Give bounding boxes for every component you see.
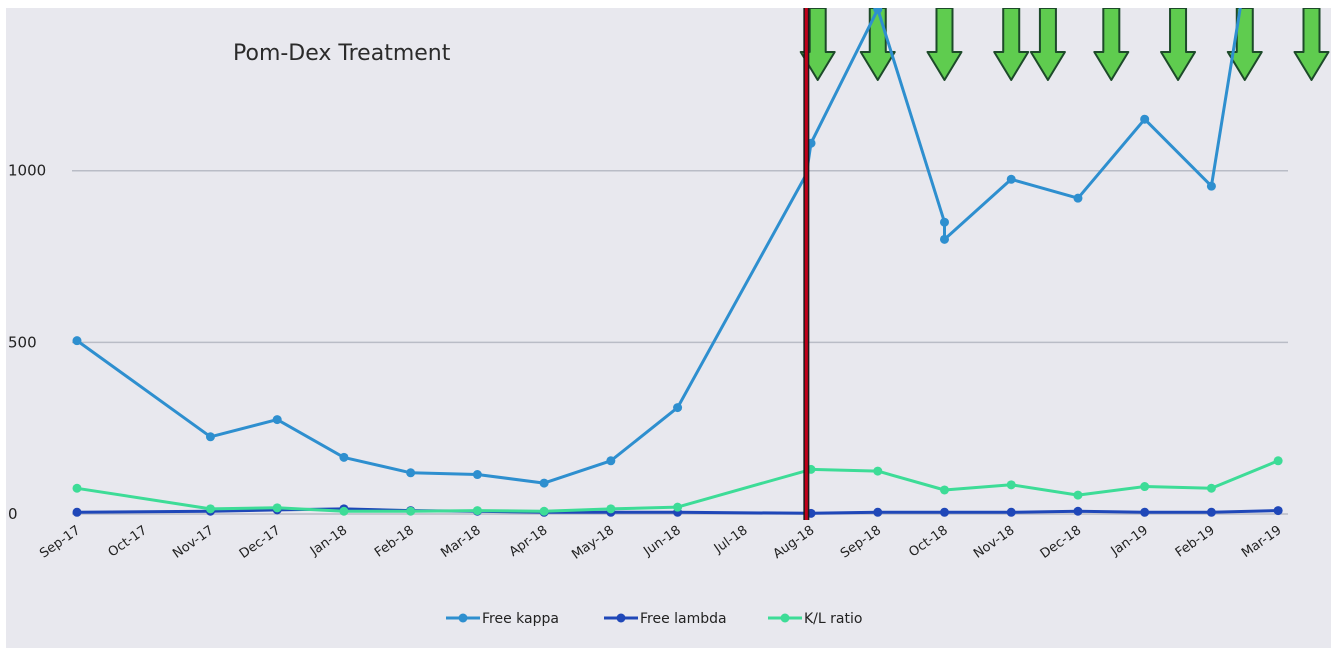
down-arrow-icon bbox=[926, 8, 963, 81]
y-tick-label: 500 bbox=[8, 333, 37, 351]
x-tick-label: Dec-18 bbox=[1038, 523, 1085, 562]
y-axis-ticks: 05001000150020002500 bbox=[8, 8, 46, 523]
data-point bbox=[1273, 506, 1283, 516]
data-point bbox=[606, 504, 616, 514]
down-arrow-icon bbox=[1160, 8, 1197, 81]
data-point bbox=[406, 468, 416, 478]
legend-marker bbox=[780, 613, 790, 623]
line-chart: Sep-17 Oct-17 Nov-17 Dec-17 Jan-18 Feb-18 Mar-… bbox=[8, 8, 1330, 627]
data-point bbox=[939, 217, 949, 227]
down-arrow-icon bbox=[993, 8, 1030, 81]
data-point bbox=[1073, 506, 1083, 516]
chart-panel: Sep-17 Oct-17 Nov-17 Dec-17 Jan-18 Feb-18 Mar-… bbox=[6, 8, 1331, 648]
legend-label: Free kappa bbox=[482, 611, 559, 627]
data-point bbox=[539, 478, 549, 488]
x-tick-label: Sep-18 bbox=[838, 523, 884, 562]
grid-layer bbox=[72, 169, 1288, 515]
y-tick-label: 1000 bbox=[8, 162, 46, 180]
down-arrow-icon bbox=[1293, 8, 1330, 81]
data-point bbox=[406, 506, 416, 516]
data-point bbox=[673, 502, 683, 512]
data-point bbox=[873, 8, 883, 14]
data-point bbox=[472, 470, 482, 480]
data-point bbox=[339, 506, 349, 516]
down-arrow-icon bbox=[859, 8, 896, 81]
data-point bbox=[1140, 114, 1150, 124]
data-point bbox=[1006, 480, 1016, 490]
x-tick-label: Oct-17 bbox=[106, 523, 150, 560]
data-point bbox=[72, 507, 82, 517]
x-tick-label: Feb-19 bbox=[1173, 523, 1218, 561]
data-point bbox=[1006, 507, 1016, 517]
x-tick-label: Dec-17 bbox=[237, 523, 284, 562]
x-tick-label: Jan-19 bbox=[1108, 523, 1151, 560]
x-tick-label: Nov-17 bbox=[170, 523, 217, 562]
x-tick-label: May-18 bbox=[569, 523, 617, 563]
data-point bbox=[939, 507, 949, 517]
data-point bbox=[1006, 174, 1016, 184]
series-free-kappa bbox=[72, 8, 1242, 488]
y-tick-label: 0 bbox=[8, 505, 18, 523]
legend-marker bbox=[616, 613, 626, 623]
x-tick-label: Sep-17 bbox=[37, 523, 83, 562]
x-tick-label: Jan-18 bbox=[307, 523, 350, 560]
down-arrow-icon bbox=[1226, 8, 1263, 81]
data-point bbox=[205, 504, 215, 514]
legend-marker bbox=[458, 613, 468, 623]
data-point bbox=[1140, 507, 1150, 517]
data-point bbox=[339, 452, 349, 462]
data-point bbox=[939, 485, 949, 495]
x-tick-label: Mar-19 bbox=[1239, 523, 1284, 561]
x-tick-label: Feb-18 bbox=[372, 523, 417, 561]
data-point bbox=[673, 403, 683, 413]
data-point bbox=[72, 336, 82, 346]
x-tick-label: Oct-18 bbox=[906, 523, 950, 560]
legend-label: K/L ratio bbox=[804, 611, 862, 627]
legend-label: Free lambda bbox=[640, 611, 727, 627]
chart-title: Pom-Dex Treatment bbox=[233, 41, 451, 66]
data-point bbox=[1206, 507, 1216, 517]
series-k-l-ratio bbox=[72, 456, 1283, 516]
legend-item: Free lambda bbox=[604, 611, 727, 627]
data-point bbox=[72, 483, 82, 493]
series-layer bbox=[72, 8, 1283, 518]
x-tick-label: Nov-18 bbox=[971, 523, 1018, 562]
data-point bbox=[1273, 456, 1283, 466]
legend-item: Free kappa bbox=[446, 611, 559, 627]
data-point bbox=[1206, 483, 1216, 493]
x-tick-label: Mar-18 bbox=[438, 523, 483, 561]
down-arrow-icon bbox=[1093, 8, 1130, 81]
down-arrow-icon bbox=[1029, 8, 1066, 81]
data-point bbox=[606, 456, 616, 466]
x-tick-label: Apr-18 bbox=[507, 523, 551, 560]
data-point bbox=[1206, 181, 1216, 191]
data-point bbox=[873, 466, 883, 476]
treatment-arrows bbox=[799, 8, 1330, 81]
data-point bbox=[939, 234, 949, 244]
data-point bbox=[205, 432, 215, 442]
data-point bbox=[272, 503, 282, 513]
data-point bbox=[539, 506, 549, 516]
x-tick-label: Jun-18 bbox=[640, 523, 683, 560]
data-point bbox=[1073, 490, 1083, 500]
data-point bbox=[272, 415, 282, 425]
x-tick-label: Aug-18 bbox=[771, 523, 818, 562]
legend-item: K/L ratio bbox=[768, 611, 862, 627]
x-tick-label: Jul-18 bbox=[711, 523, 751, 557]
data-point bbox=[1073, 193, 1083, 203]
data-point bbox=[1140, 482, 1150, 492]
data-point bbox=[472, 506, 482, 516]
legend: Free kappa Free lambda K/L ratio bbox=[446, 611, 862, 627]
data-point bbox=[873, 507, 883, 517]
x-axis-ticks: Sep-17 Oct-17 Nov-17 Dec-17 Jan-18 Feb-18 Mar-… bbox=[37, 523, 1284, 563]
